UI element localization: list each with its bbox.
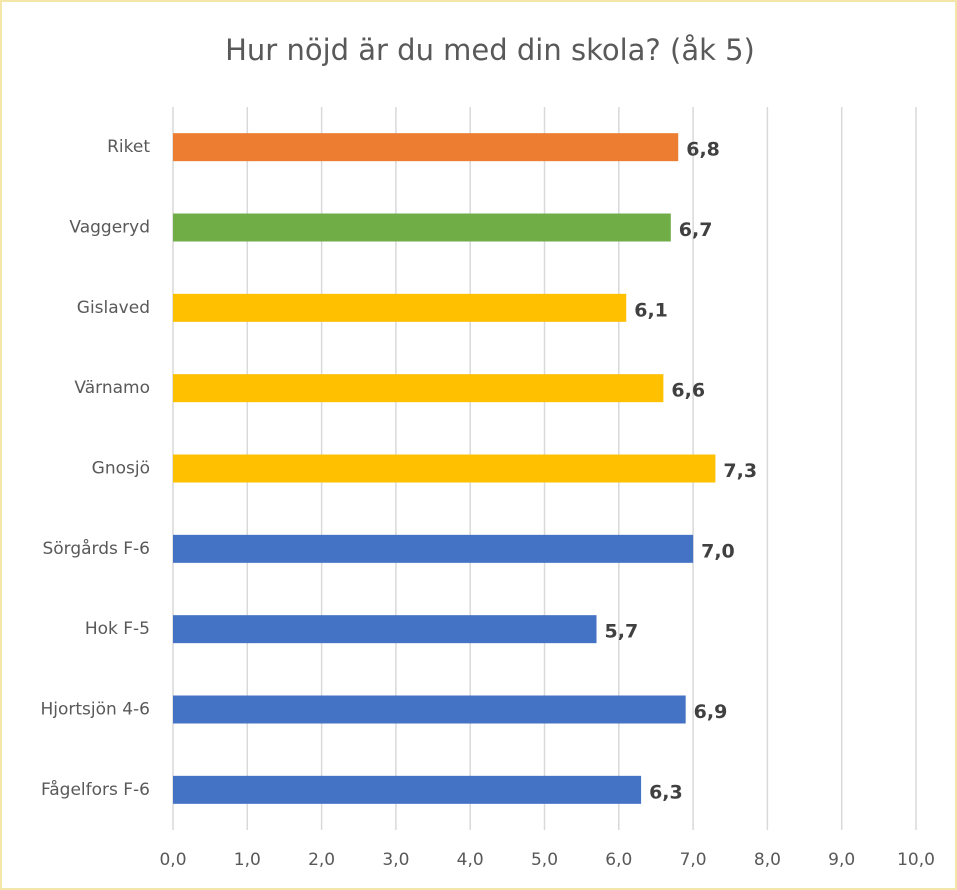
data-label: 5,7 <box>605 621 639 643</box>
data-label: 6,6 <box>671 380 705 402</box>
y-tick-label: Fågelfors F-6 <box>41 779 150 800</box>
x-tick-label: 9,0 <box>828 850 855 870</box>
data-label: 6,7 <box>679 219 713 241</box>
chart-title: Hur nöjd är du med din skola? (åk 5) <box>225 33 755 67</box>
bar <box>173 293 627 322</box>
y-tick-label: Riket <box>107 137 150 157</box>
x-tick-label: 7,0 <box>680 850 707 870</box>
bar <box>173 213 671 242</box>
x-tick-label: 6,0 <box>605 850 632 870</box>
y-tick-label: Sörgårds F-6 <box>42 538 150 559</box>
y-tick-label: Gnosjö <box>92 459 150 479</box>
bar <box>173 615 597 644</box>
x-tick-label: 3,0 <box>382 850 409 870</box>
data-label: 6,9 <box>694 701 728 723</box>
y-tick-label: Vaggeryd <box>69 218 150 238</box>
y-tick-label: Hok F-5 <box>85 619 150 639</box>
bar <box>173 374 664 403</box>
data-label: 6,3 <box>649 781 683 803</box>
x-tick-label: 1,0 <box>234 850 261 870</box>
bar <box>173 534 694 563</box>
x-tick-label: 2,0 <box>308 850 335 870</box>
bar <box>173 133 679 162</box>
x-tick-label: 0,0 <box>159 850 186 870</box>
data-label: 6,8 <box>686 139 720 161</box>
data-label: 6,1 <box>634 299 668 321</box>
x-tick-label: 8,0 <box>754 850 781 870</box>
bar <box>173 695 686 724</box>
y-tick-label: Värnamo <box>74 378 150 398</box>
bar <box>173 775 642 804</box>
x-tick-label: 4,0 <box>457 850 484 870</box>
x-tick-label: 10,0 <box>897 850 935 870</box>
data-label: 7,0 <box>701 540 735 562</box>
data-label: 7,3 <box>723 460 757 482</box>
y-tick-label: Gislaved <box>77 298 150 318</box>
y-tick-label: Hjortsjön 4-6 <box>41 700 151 720</box>
bar <box>173 454 716 483</box>
x-tick-label: 5,0 <box>531 850 558 870</box>
